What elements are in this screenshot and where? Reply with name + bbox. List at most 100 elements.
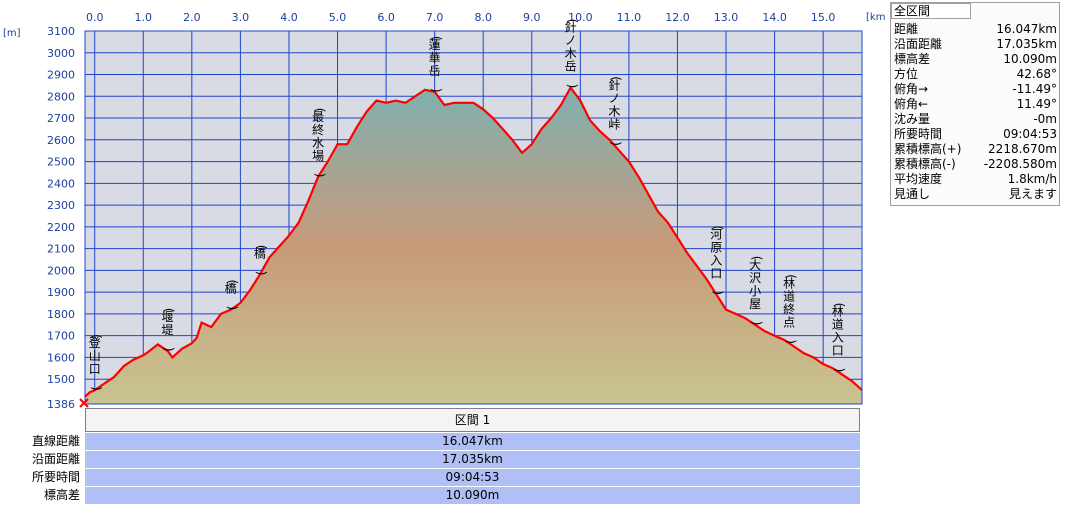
- start-marker-icon: [79, 398, 89, 408]
- summary-label: 方位: [894, 67, 919, 81]
- summary-label: 俯角→: [894, 82, 929, 96]
- y-tick-label: 3000: [47, 47, 75, 60]
- summary-row: 俯角← 11.49°: [894, 97, 1057, 112]
- summary-value: 10.090m: [1003, 52, 1057, 66]
- summary-row: 累積標高(+) 2218.670m: [894, 142, 1057, 157]
- x-tick-label: 4.0: [280, 11, 298, 24]
- y-tick-label: 2600: [47, 134, 75, 147]
- x-tick-label: 15.0: [811, 11, 836, 24]
- y-tick-label: 2000: [47, 264, 75, 277]
- summary-value: 2218.670m: [988, 142, 1057, 156]
- summary-panel: 全区間 距離 16.047km 沿面距離 17.035km 標高差 10.090m 方…: [890, 2, 1060, 206]
- y-tick-label: 1386: [47, 398, 75, 411]
- place-labels: (登山口) (堰堤) (橋) (橋) (最終水場) (蓮華岳) (針ノ木岳) (針ノ木峠) (河…: [89, 19, 847, 391]
- place-label: (林道終点): [783, 274, 798, 344]
- place-label: (橋): [254, 245, 269, 276]
- x-tick-label: 10.0: [568, 11, 593, 24]
- y-tick-label: 1700: [47, 330, 75, 343]
- x-tick-label: 8.0: [474, 11, 492, 24]
- table-row: 標高差 10.090m: [0, 487, 862, 504]
- summary-value: -2208.580m: [983, 157, 1057, 171]
- axis-ticks: 3100 3000 2900 2800 2700 2600 2500 2400 2300 2200…: [47, 11, 835, 411]
- summary-value: 見えます: [1008, 187, 1057, 201]
- x-tick-label: 11.0: [617, 11, 642, 24]
- summary-row: 沿面距離 17.035km: [894, 37, 1057, 52]
- summary-label: 累積標高(+): [894, 142, 962, 156]
- y-tick-label: 2100: [47, 243, 75, 256]
- place-label: (最終水場): [312, 108, 327, 178]
- summary-label: 標高差: [894, 52, 931, 66]
- terrain-area: [85, 87, 862, 404]
- y-tick-label: 2800: [47, 90, 75, 103]
- summary-row: 俯角→ -11.49°: [894, 82, 1057, 97]
- summary-label: 沈み量: [894, 112, 931, 126]
- x-tick-label: 3.0: [232, 11, 250, 24]
- summary-row: 距離 16.047km: [894, 22, 1057, 37]
- place-label: (堰堤): [162, 308, 177, 352]
- x-tick-label: 7.0: [426, 11, 444, 24]
- summary-label: 見通し: [894, 187, 931, 201]
- summary-row: 累積標高(-) -2208.580m: [894, 157, 1057, 172]
- summary-label: 沿面距離: [894, 37, 943, 51]
- place-label: (大沢小屋): [749, 256, 764, 326]
- elevation-chart-svg: 3100 3000 2900 2800 2700 2600 2500 2400 2300 2200…: [3, 11, 885, 411]
- section-header[interactable]: 区間 1: [85, 408, 860, 432]
- panel-title[interactable]: 全区間: [891, 3, 971, 19]
- x-tick-label: 1.0: [135, 11, 153, 24]
- y-tick-label: 1900: [47, 286, 75, 299]
- y-tick-label: 2700: [47, 112, 75, 125]
- y-tick-label: 2200: [47, 221, 75, 234]
- x-tick-label: 0.0: [86, 11, 104, 24]
- y-tick-label: 3100: [47, 25, 75, 38]
- place-label: (林道入口): [832, 303, 847, 373]
- stat-value: 17.035km: [85, 451, 860, 468]
- summary-value: 16.047km: [996, 22, 1057, 36]
- stat-label: 標高差: [43, 488, 80, 502]
- summary-value: 09:04:53: [1003, 127, 1057, 141]
- summary-value: -11.49°: [1012, 82, 1057, 96]
- stat-label: 沿面距離: [31, 452, 80, 466]
- route-line: [84, 85, 863, 398]
- summary-value: 11.49°: [1016, 97, 1057, 111]
- table-row: 所要時間 09:04:53: [0, 469, 862, 486]
- summary-label: 平均速度: [894, 172, 943, 186]
- summary-value: -0m: [1033, 112, 1057, 126]
- summary-value: 42.68°: [1016, 67, 1057, 81]
- summary-row: 標高差 10.090m: [894, 52, 1057, 67]
- summary-label: 所要時間: [894, 127, 943, 141]
- table-row: 沿面距離 17.035km: [0, 451, 862, 468]
- x-axis-unit: [km]: [866, 12, 885, 23]
- summary-row: 所要時間 09:04:53: [894, 127, 1057, 142]
- stat-label: 直線距離: [31, 434, 80, 448]
- table-row: 直線距離 16.047km: [0, 433, 862, 450]
- place-label: (針ノ木峠): [608, 76, 623, 146]
- stat-value: 09:04:53: [85, 469, 860, 486]
- summary-label: 累積標高(-): [894, 157, 956, 171]
- x-tick-label: 5.0: [329, 11, 347, 24]
- x-tick-label: 12.0: [665, 11, 690, 24]
- summary-value: 17.035km: [996, 37, 1057, 51]
- summary-row: 沈み量 -0m: [894, 112, 1057, 127]
- x-tick-label: 2.0: [183, 11, 201, 24]
- place-label: (針ノ木岳): [565, 19, 580, 89]
- y-tick-label: 2500: [47, 156, 75, 169]
- summary-label: 距離: [894, 22, 919, 36]
- y-tick-label: 2900: [47, 69, 75, 82]
- y-tick-label: 1500: [47, 373, 75, 386]
- y-tick-label: 2300: [47, 199, 75, 212]
- place-label: (河原入口): [710, 225, 725, 295]
- plot-frame: [84, 30, 863, 405]
- x-tick-label: 9.0: [523, 11, 541, 24]
- stat-label: 所要時間: [31, 470, 80, 484]
- summary-value: 1.8km/h: [1007, 172, 1057, 186]
- y-tick-label: 2400: [47, 177, 75, 190]
- elevation-chart: 3100 3000 2900 2800 2700 2600 2500 2400 2300 2200…: [3, 11, 885, 411]
- y-tick-label: 1600: [47, 351, 75, 364]
- stat-value: 10.090m: [85, 487, 860, 504]
- x-tick-label: 14.0: [762, 11, 787, 24]
- y-axis-unit: [m]: [3, 28, 21, 39]
- place-label: (蓮華岳): [429, 36, 444, 93]
- place-label: (登山口): [89, 334, 104, 391]
- place-label: (橋): [225, 280, 240, 311]
- summary-row: 平均速度 1.8km/h: [894, 172, 1057, 187]
